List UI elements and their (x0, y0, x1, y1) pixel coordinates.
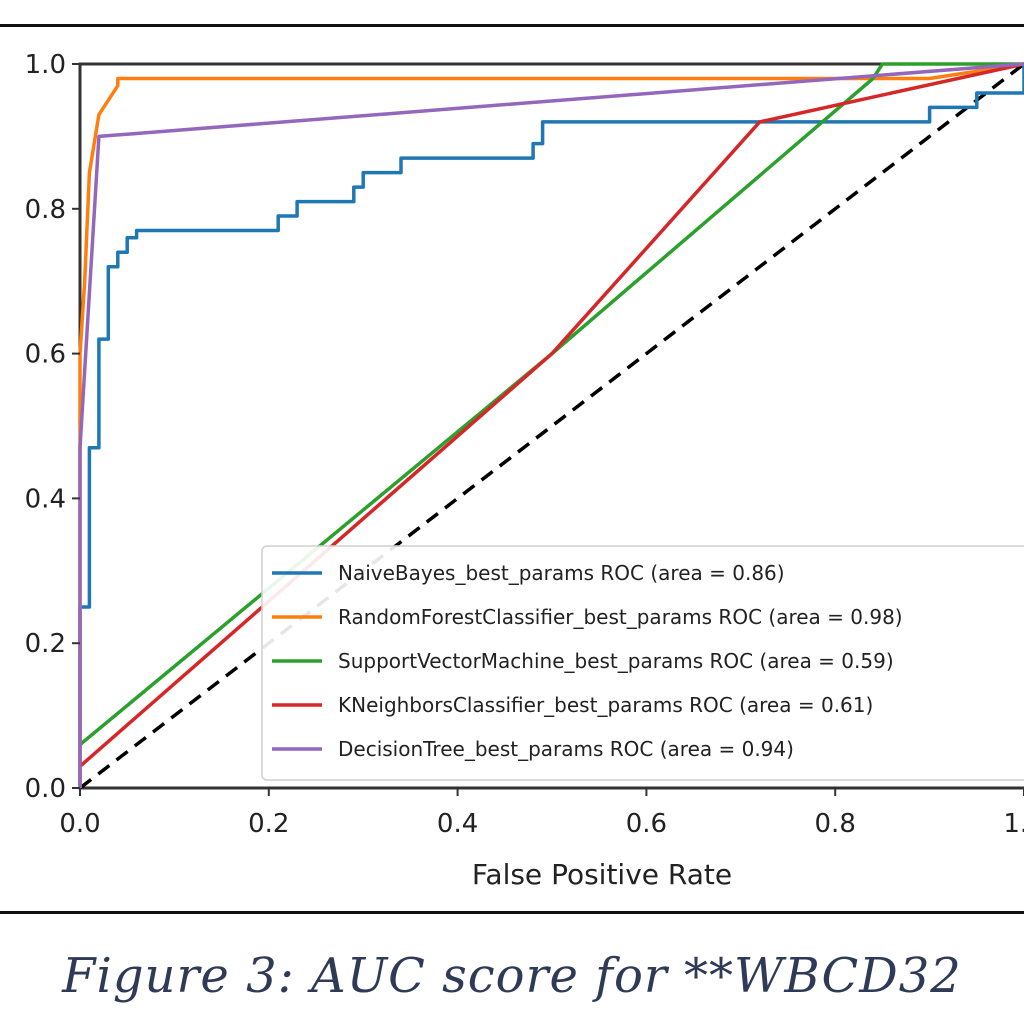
legend-label-2: RandomForestClassifier_best_params ROC (… (338, 605, 903, 629)
x-tick-label: 0.2 (248, 809, 289, 839)
series-line-3 (78, 62, 1024, 746)
legend-box (261, 545, 1024, 781)
y-tick-label: 0.8 (25, 195, 66, 225)
legend-label-1: NaiveBayes_best_params ROC (area = 0.86) (338, 561, 785, 585)
y-tick-label: 0.4 (25, 484, 66, 514)
axis-ticks: 0.0 0.2 0.4 0.6 0.8 1.0 0.0 0.2 0.4 0.6 0.8 1.0 (25, 50, 1024, 839)
y-tick-label: 0.0 (25, 774, 66, 804)
y-tick-label: 1.0 (25, 50, 66, 80)
roc-chart: 0.0 0.2 0.4 0.6 0.8 1.0 0.0 0.2 0.4 0.6 0.8 1.0 Fal… (25, 50, 1024, 891)
x-axis-title: False Positive Rate (472, 858, 732, 891)
x-tick-label: 0.0 (59, 809, 100, 839)
x-tick-label: 0.4 (437, 809, 478, 839)
x-tick-label: 1.0 (1003, 809, 1024, 839)
y-tick-label: 0.6 (25, 340, 66, 370)
series-line-1 (78, 64, 1024, 788)
x-tick-label: 0.6 (626, 809, 667, 839)
series-line-5 (78, 62, 1024, 788)
y-tick-label: 0.2 (25, 629, 66, 659)
x-tick-label: 0.8 (815, 809, 856, 839)
chance-diagonal-line (78, 62, 1024, 790)
figure-caption: Figure 3: AUC score for **WBCD32 (62, 948, 962, 1004)
legend-label-3: SupportVectorMachine_best_params ROC (ar… (338, 649, 894, 673)
series-line-2 (78, 62, 1024, 788)
legend-label-5: DecisionTree_best_params ROC (area = 0.9… (338, 737, 794, 761)
legend: NaiveBayes_best_params ROC (area = 0.86)… (261, 545, 1024, 781)
legend-label-4: KNeighborsClassifier_best_params ROC (ar… (338, 693, 873, 717)
